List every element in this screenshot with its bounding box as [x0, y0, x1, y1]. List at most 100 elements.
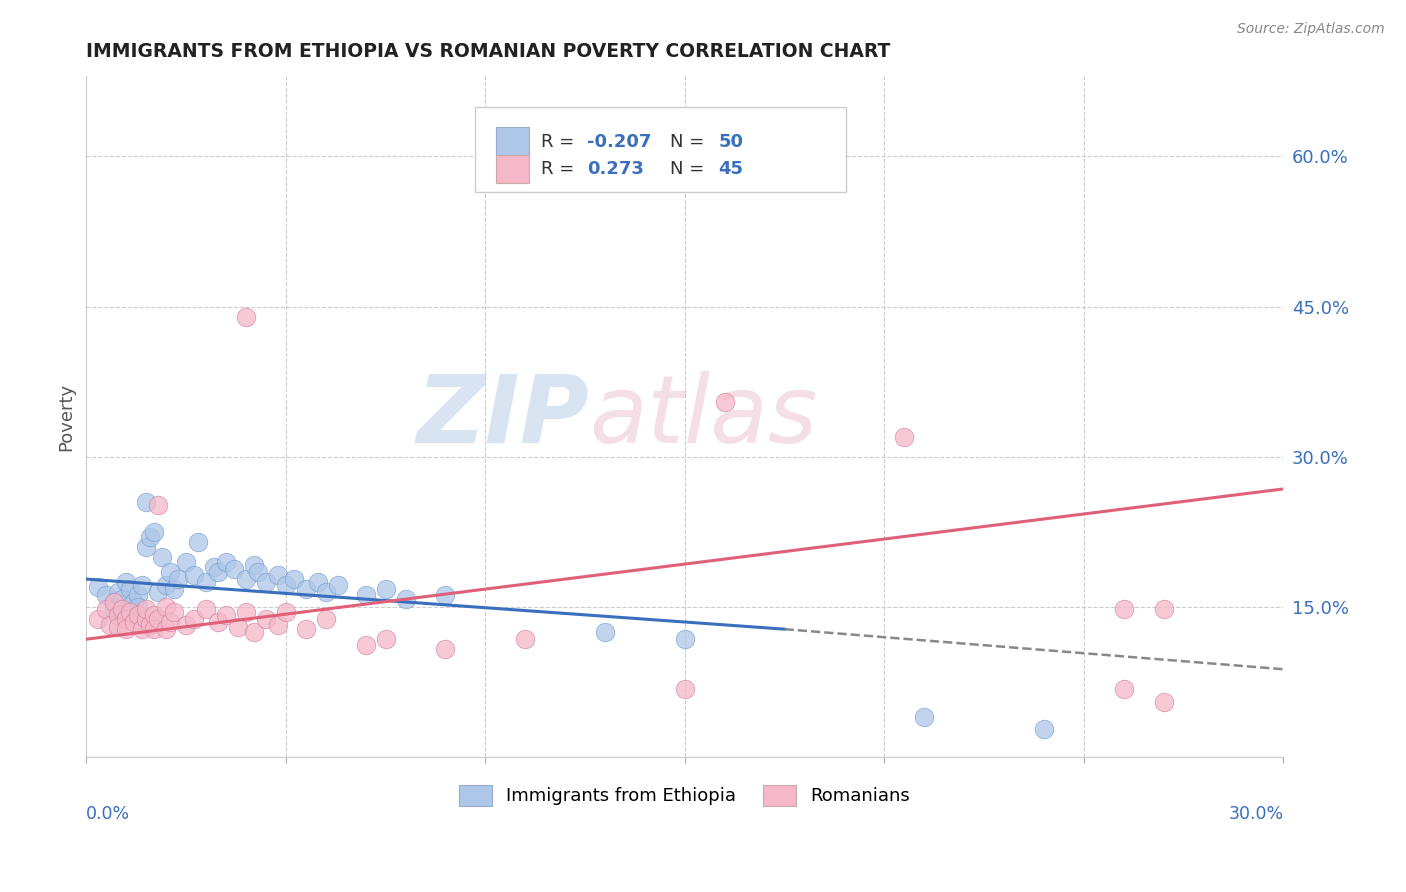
Romanians — [155, 600, 177, 615]
Legend: Immigrants from Ethiopia, Romanians: Immigrants from Ethiopia, Romanians — [453, 778, 917, 814]
Romanians — [226, 620, 249, 634]
Romanians — [267, 618, 290, 632]
Romanians — [122, 615, 145, 629]
Immigrants from Ethiopia — [254, 575, 277, 590]
Immigrants from Ethiopia — [354, 588, 377, 602]
Y-axis label: Poverty: Poverty — [58, 383, 75, 450]
Immigrants from Ethiopia — [1032, 723, 1054, 737]
Romanians — [107, 620, 129, 634]
Immigrants from Ethiopia — [135, 495, 157, 509]
Romanians — [131, 622, 153, 636]
Romanians — [434, 642, 457, 657]
Romanians — [673, 682, 696, 697]
Romanians — [1153, 602, 1175, 616]
Romanians — [146, 612, 169, 626]
Immigrants from Ethiopia — [155, 578, 177, 592]
Romanians — [143, 622, 166, 636]
Immigrants from Ethiopia — [163, 582, 186, 596]
Romanians — [515, 632, 537, 647]
Romanians — [1112, 602, 1135, 616]
FancyBboxPatch shape — [496, 154, 529, 184]
Romanians — [103, 595, 125, 609]
Immigrants from Ethiopia — [235, 572, 257, 586]
Text: R =: R = — [541, 160, 586, 178]
Romanians — [235, 605, 257, 619]
Romanians — [315, 612, 337, 626]
Immigrants from Ethiopia — [167, 572, 190, 586]
Immigrants from Ethiopia — [187, 535, 209, 549]
Text: atlas: atlas — [589, 371, 817, 462]
Romanians — [155, 622, 177, 636]
Romanians — [111, 602, 134, 616]
Immigrants from Ethiopia — [243, 558, 266, 572]
Romanians — [174, 618, 197, 632]
Immigrants from Ethiopia — [146, 585, 169, 599]
Immigrants from Ethiopia — [87, 580, 110, 594]
Romanians — [1153, 695, 1175, 709]
Romanians — [143, 608, 166, 623]
Immigrants from Ethiopia — [215, 555, 238, 569]
Immigrants from Ethiopia — [394, 592, 416, 607]
Romanians — [159, 615, 181, 629]
Romanians — [96, 602, 118, 616]
Romanians — [139, 618, 162, 632]
Text: -0.207: -0.207 — [586, 133, 651, 151]
Immigrants from Ethiopia — [174, 555, 197, 569]
Immigrants from Ethiopia — [120, 582, 142, 596]
Romanians — [254, 612, 277, 626]
Immigrants from Ethiopia — [374, 582, 396, 596]
Romanians — [87, 612, 110, 626]
Romanians — [713, 394, 735, 409]
Romanians — [274, 605, 297, 619]
Immigrants from Ethiopia — [307, 575, 329, 590]
Immigrants from Ethiopia — [131, 578, 153, 592]
Text: 45: 45 — [718, 160, 744, 178]
FancyBboxPatch shape — [496, 128, 529, 156]
FancyBboxPatch shape — [475, 107, 846, 192]
Romanians — [127, 608, 149, 623]
Romanians — [115, 612, 138, 626]
Romanians — [183, 612, 205, 626]
Immigrants from Ethiopia — [202, 560, 225, 574]
Text: 0.0%: 0.0% — [86, 805, 131, 823]
Text: ZIP: ZIP — [416, 371, 589, 463]
Romanians — [215, 608, 238, 623]
Immigrants from Ethiopia — [135, 540, 157, 554]
Romanians — [163, 605, 186, 619]
Immigrants from Ethiopia — [195, 575, 218, 590]
Romanians — [374, 632, 396, 647]
Immigrants from Ethiopia — [267, 568, 290, 582]
Text: N =: N = — [671, 160, 710, 178]
Text: 50: 50 — [718, 133, 744, 151]
Immigrants from Ethiopia — [673, 632, 696, 647]
Immigrants from Ethiopia — [207, 565, 229, 579]
Romanians — [120, 605, 142, 619]
Immigrants from Ethiopia — [143, 524, 166, 539]
Text: 30.0%: 30.0% — [1229, 805, 1284, 823]
Immigrants from Ethiopia — [115, 605, 138, 619]
Text: IMMIGRANTS FROM ETHIOPIA VS ROMANIAN POVERTY CORRELATION CHART: IMMIGRANTS FROM ETHIOPIA VS ROMANIAN POV… — [86, 42, 890, 61]
Immigrants from Ethiopia — [111, 592, 134, 607]
Romanians — [146, 498, 169, 512]
Romanians — [135, 612, 157, 626]
Text: R =: R = — [541, 133, 581, 151]
Romanians — [195, 602, 218, 616]
Immigrants from Ethiopia — [315, 585, 337, 599]
Immigrants from Ethiopia — [115, 575, 138, 590]
Romanians — [135, 602, 157, 616]
Immigrants from Ethiopia — [150, 549, 173, 564]
Romanians — [115, 622, 138, 636]
Immigrants from Ethiopia — [274, 578, 297, 592]
Immigrants from Ethiopia — [183, 568, 205, 582]
Text: 0.273: 0.273 — [586, 160, 644, 178]
Romanians — [294, 622, 316, 636]
Immigrants from Ethiopia — [103, 595, 125, 609]
Immigrants from Ethiopia — [122, 595, 145, 609]
Romanians — [107, 608, 129, 623]
Text: N =: N = — [671, 133, 710, 151]
Immigrants from Ethiopia — [127, 600, 149, 615]
Romanians — [207, 615, 229, 629]
Immigrants from Ethiopia — [326, 578, 349, 592]
Immigrants from Ethiopia — [103, 602, 125, 616]
Romanians — [235, 310, 257, 324]
